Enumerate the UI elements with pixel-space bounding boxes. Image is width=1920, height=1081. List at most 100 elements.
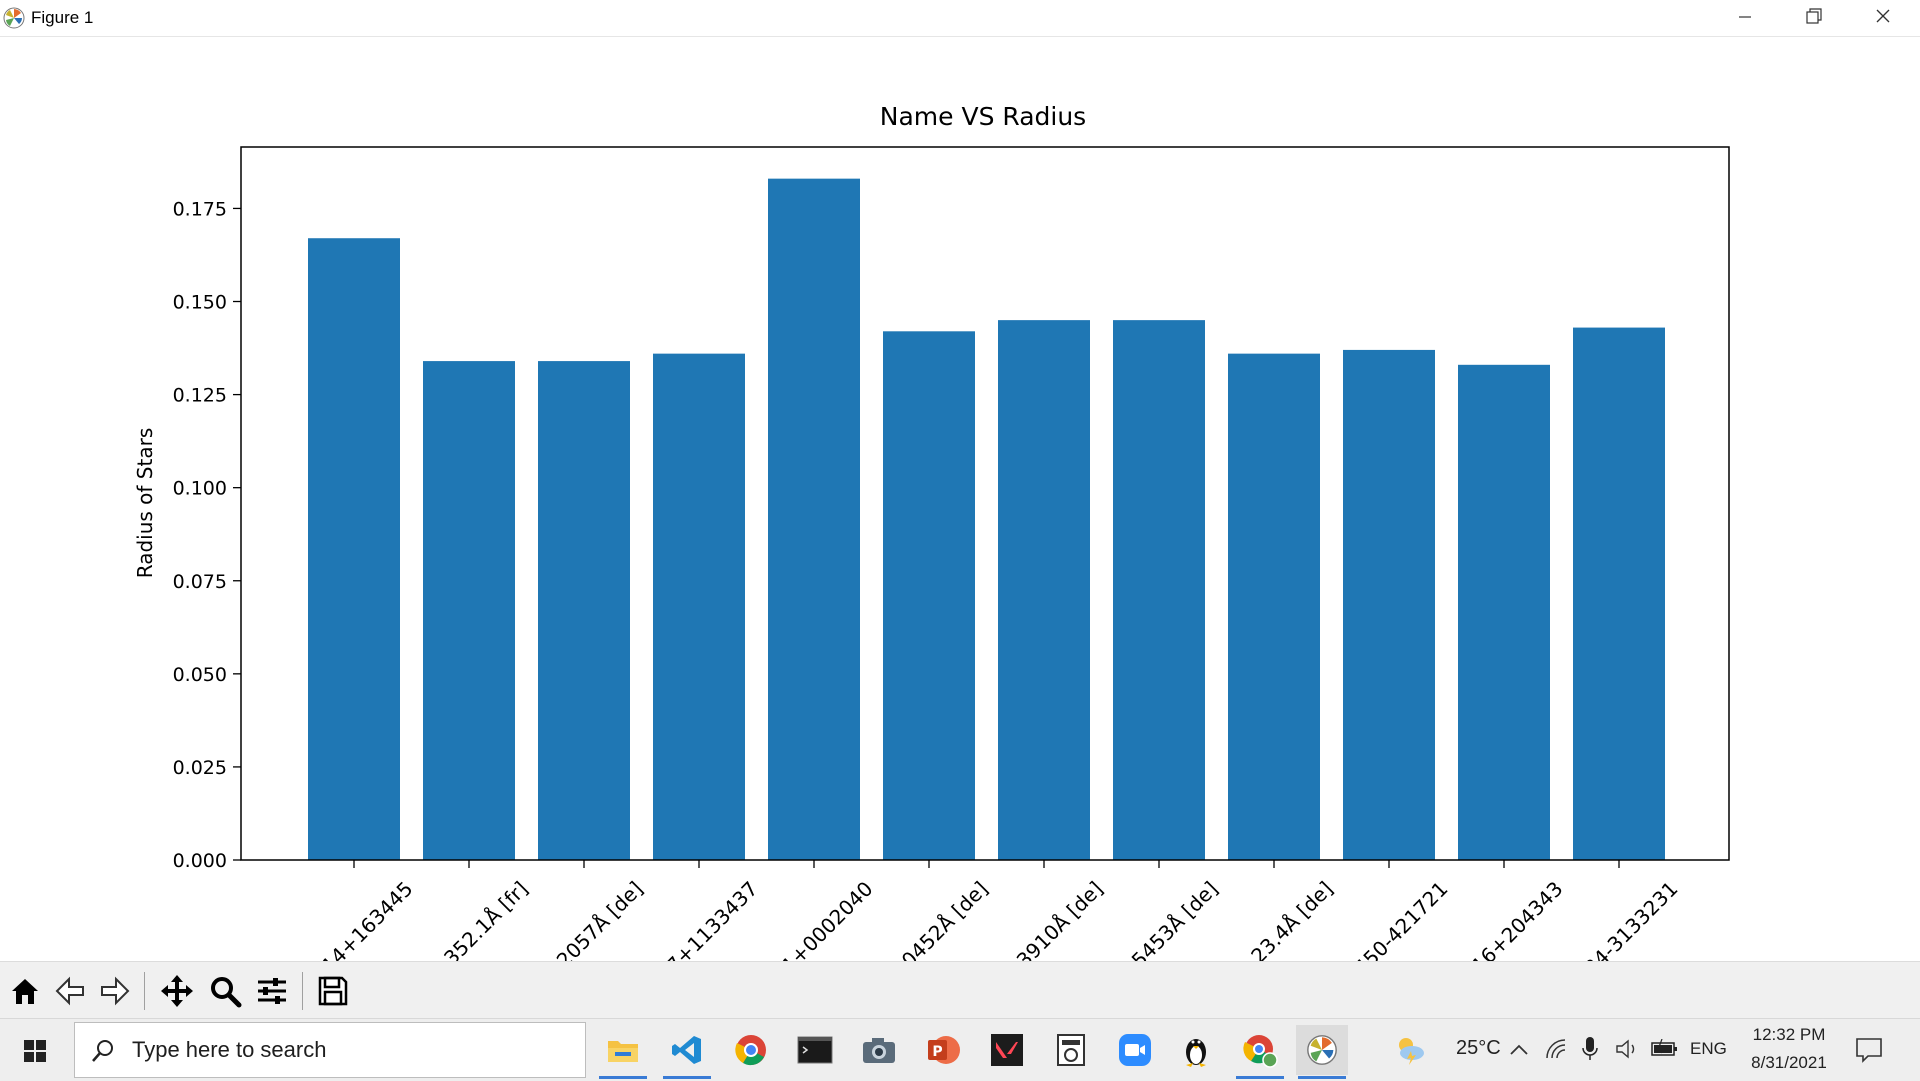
vscode-button[interactable] xyxy=(661,1025,713,1079)
microphone-icon[interactable] xyxy=(1580,1035,1600,1063)
x-tick-label: …1+0002040 xyxy=(763,877,878,961)
weather-icon[interactable] xyxy=(1392,1033,1428,1067)
navigation-toolbar xyxy=(0,961,1920,1019)
toolbar-separator xyxy=(144,972,145,1010)
home-icon xyxy=(12,979,38,1004)
y-tick-label: 0.075 xyxy=(173,571,227,593)
figure-canvas[interactable]: Name VS Radius 0.000 0.025 0.050 0.075 0.100… xyxy=(0,37,1920,961)
wifi-icon[interactable] xyxy=(1544,1037,1568,1061)
camera-button[interactable] xyxy=(853,1025,905,1075)
bar xyxy=(653,353,745,860)
bar-chart: Name VS Radius 0.000 0.025 0.050 0.075 0.100… xyxy=(133,102,1730,961)
chevron-up-icon[interactable] xyxy=(1508,1041,1530,1059)
pan-button[interactable] xyxy=(156,970,198,1012)
configure-icon xyxy=(258,978,286,1004)
x-tick-label: …7+1133437 xyxy=(648,877,763,961)
penguin-icon xyxy=(1186,1039,1206,1067)
x-tick-label: …14+163445 xyxy=(303,877,418,961)
input-language[interactable]: ENG xyxy=(1690,1039,1727,1058)
y-axis-label: Radius of Stars xyxy=(133,428,157,579)
save-button[interactable] xyxy=(312,970,354,1012)
matplotlib-logo-icon xyxy=(1307,1035,1337,1065)
chrome-profile-icon xyxy=(1243,1035,1278,1068)
y-tick-label: 0.150 xyxy=(173,292,227,314)
start-button[interactable] xyxy=(12,1033,58,1069)
minimize-button[interactable] xyxy=(1710,0,1780,36)
temperature-readout[interactable]: 25°C xyxy=(1456,1037,1501,1059)
app-button[interactable] xyxy=(1045,1025,1097,1075)
y-axis: 0.000 0.025 0.050 0.075 0.100 0.125 0.150 0.175 xyxy=(173,198,241,872)
x-tick-label: …0452Å [de] xyxy=(883,877,993,961)
penguin-app-button[interactable] xyxy=(1170,1025,1222,1075)
y-tick-label: 0.125 xyxy=(173,385,227,407)
bar xyxy=(883,331,975,860)
zoom-button[interactable] xyxy=(204,970,246,1012)
clock-date[interactable]: 8/31/2021 xyxy=(1751,1053,1827,1072)
valorant-icon xyxy=(991,1034,1023,1066)
y-tick-label: 0.100 xyxy=(173,478,227,500)
running-indicator xyxy=(663,1076,711,1079)
x-tick-label: …352.1Å [fr] xyxy=(425,877,533,961)
camera-icon xyxy=(863,1038,895,1063)
back-icon xyxy=(55,976,84,1006)
toolbar-separator xyxy=(302,972,303,1010)
taskbar: Type here to search xyxy=(0,1018,1920,1081)
running-indicator xyxy=(1236,1076,1284,1079)
chrome-profile-button[interactable] xyxy=(1234,1025,1286,1079)
powerpoint-icon: P xyxy=(928,1036,960,1064)
valorant-button[interactable] xyxy=(981,1025,1033,1075)
svg-text:P: P xyxy=(932,1044,942,1060)
bar xyxy=(998,320,1090,860)
matplotlib-figure-button[interactable] xyxy=(1296,1025,1348,1079)
x-tick-label: …16+204343 xyxy=(1453,877,1568,961)
chrome-icon xyxy=(735,1035,766,1066)
forward-icon xyxy=(101,976,130,1006)
x-axis: …14+163445 …352.1Å [fr] …2057Å [de] …7+1133… xyxy=(303,860,1683,961)
bar xyxy=(308,238,400,861)
y-tick-label: 0.050 xyxy=(173,664,227,686)
y-tick-label: 0.000 xyxy=(173,850,227,872)
forward-button[interactable] xyxy=(94,970,136,1012)
configure-subplots-button[interactable] xyxy=(251,970,293,1012)
window-title-bar: Figure 1 xyxy=(0,0,1920,37)
chart-title: Name VS Radius xyxy=(880,102,1086,131)
search-placeholder: Type here to search xyxy=(132,1037,327,1062)
close-icon xyxy=(1876,9,1890,23)
back-button[interactable] xyxy=(49,970,91,1012)
bar xyxy=(1113,320,1205,860)
zoom-meetings-icon xyxy=(1119,1034,1151,1066)
bar xyxy=(768,178,860,860)
powerpoint-button[interactable]: P xyxy=(917,1025,969,1075)
vscode-icon xyxy=(672,1036,701,1064)
terminal-button[interactable] xyxy=(789,1025,841,1075)
bars xyxy=(308,178,1665,861)
terminal-icon xyxy=(797,1036,833,1064)
close-button[interactable] xyxy=(1848,0,1918,36)
running-indicator xyxy=(599,1076,647,1079)
home-button[interactable] xyxy=(4,970,46,1012)
x-tick-label: …3910Å [de] xyxy=(998,877,1108,961)
restore-button[interactable] xyxy=(1778,0,1848,36)
x-tick-label: …23.4Å [de] xyxy=(1232,877,1337,961)
x-tick-label: …450-421721 xyxy=(1335,877,1452,961)
notifications-icon[interactable] xyxy=(1854,1035,1884,1065)
search-box[interactable]: Type here to search xyxy=(74,1022,586,1078)
clock-time[interactable]: 12:32 PM xyxy=(1752,1025,1826,1044)
battery-icon[interactable] xyxy=(1650,1039,1680,1059)
x-tick-label: …34-3133231 xyxy=(1565,877,1682,961)
bar xyxy=(538,361,630,860)
y-tick-label: 0.025 xyxy=(173,757,227,779)
matplotlib-logo-icon xyxy=(3,7,25,29)
minimize-icon xyxy=(1739,16,1751,18)
axes-frame xyxy=(240,146,1730,861)
chrome-button[interactable] xyxy=(725,1025,777,1075)
app-icon xyxy=(1057,1034,1085,1066)
x-tick-label: …5453Å [de] xyxy=(1113,877,1223,961)
bar xyxy=(1228,353,1320,860)
bar xyxy=(1343,349,1435,860)
volume-icon[interactable] xyxy=(1614,1037,1640,1061)
save-icon xyxy=(318,976,348,1006)
file-explorer-button[interactable] xyxy=(597,1025,649,1079)
zoom-meetings-button[interactable] xyxy=(1109,1025,1161,1075)
bar xyxy=(1458,364,1550,860)
